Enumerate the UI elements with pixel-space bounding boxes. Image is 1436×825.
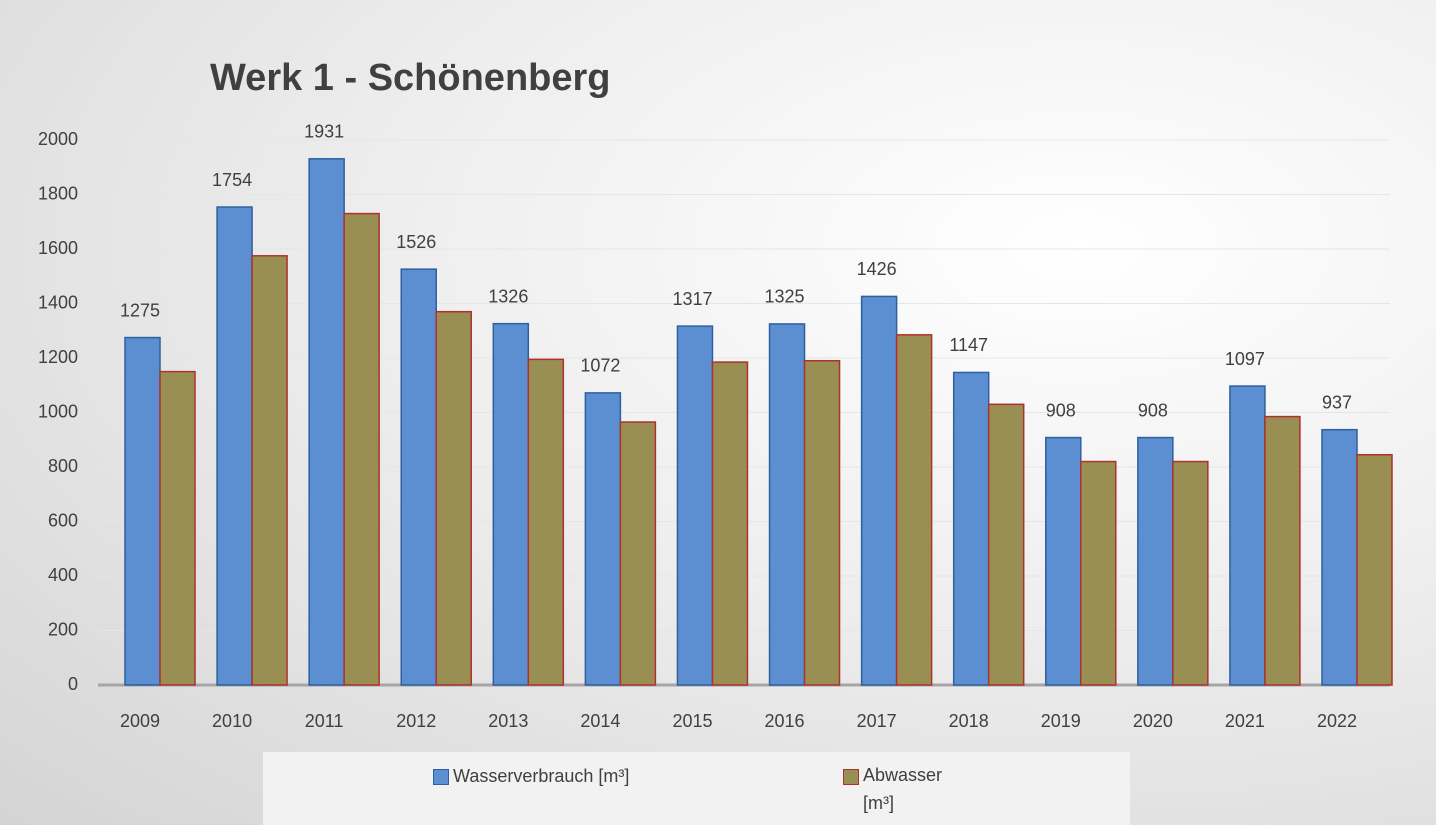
bar [251,255,288,686]
data-label: 1317 [672,289,712,309]
bar [987,403,1025,686]
bar [1080,460,1117,686]
x-tick-label: 2009 [120,711,160,731]
bar [1137,436,1174,686]
data-label: 1526 [396,232,436,252]
x-tick-label: 2020 [1133,711,1173,731]
y-tick-label: 400 [48,565,78,585]
x-tick-label: 2010 [212,711,252,731]
x-tick-label: 2018 [949,711,989,731]
legend-label: Wasserverbrauch [m³] [453,766,630,786]
bar [159,370,196,686]
legend-item: Wasserverbrauch [m³] [433,766,629,787]
x-tick-label: 2016 [765,711,805,731]
bar [619,421,657,686]
bar [676,325,714,686]
data-label: 1275 [120,300,160,320]
bar [527,358,565,686]
bar [216,206,253,686]
data-label: 1097 [1225,349,1265,369]
bar [768,323,806,686]
legend: Wasserverbrauch [m³] Abwasser [m³] [263,752,1130,825]
y-tick-label: 2000 [38,129,78,149]
x-tick-label: 2017 [857,711,897,731]
y-tick-label: 0 [68,674,78,694]
legend-swatch [433,769,449,785]
x-tick-label: 2013 [488,711,528,731]
bar [1356,453,1393,686]
y-tick-label: 1400 [38,292,78,312]
bar [584,392,622,686]
bar [952,371,990,686]
y-tick-label: 1200 [38,347,78,367]
bar [124,336,161,686]
y-tick-label: 1600 [38,238,78,258]
bar [343,212,380,686]
chart-title: Werk 1 - Schönenberg [210,57,611,99]
bar [308,158,345,686]
x-tick-label: 2015 [672,711,712,731]
x-tick-label: 2022 [1317,711,1357,731]
y-tick-label: 1800 [38,183,78,203]
data-label: 1325 [765,287,805,307]
data-label: 1931 [304,122,344,142]
bar [711,361,749,686]
bar [1045,436,1082,686]
bar [1321,428,1358,686]
data-label: 937 [1322,392,1352,412]
x-tick-label: 2012 [396,711,436,731]
data-label: 1072 [580,356,620,376]
x-tick-label: 2019 [1041,711,1081,731]
legend-swatch [843,769,859,785]
y-tick-label: 800 [48,456,78,476]
chart: Werk 1 - Schönenberg 0 200 400 600 800 1000 12… [38,57,1393,731]
x-tick-label: 2014 [580,711,620,731]
data-label: 908 [1046,400,1076,420]
bar [895,334,933,686]
y-tick-label: 200 [48,619,78,639]
bar [803,359,841,686]
bar [435,310,472,686]
data-label: 1326 [488,286,528,306]
legend-item: Abwasser [m³] [843,765,963,817]
data-label: 1426 [857,259,897,279]
legend-label: Abwasser [m³] [863,765,943,813]
bar [860,295,898,686]
y-tick-label: 1000 [38,401,78,421]
x-tick-label: 2011 [305,711,344,731]
data-label: 1147 [949,335,988,355]
x-tick-label: 2021 [1225,711,1265,731]
bar [1172,460,1209,686]
bar [400,268,437,686]
data-label: 908 [1138,400,1168,420]
bar [492,322,530,686]
bar [1229,385,1266,686]
y-tick-label: 600 [48,510,78,530]
data-label: 1754 [212,170,252,190]
bar [1264,415,1301,686]
